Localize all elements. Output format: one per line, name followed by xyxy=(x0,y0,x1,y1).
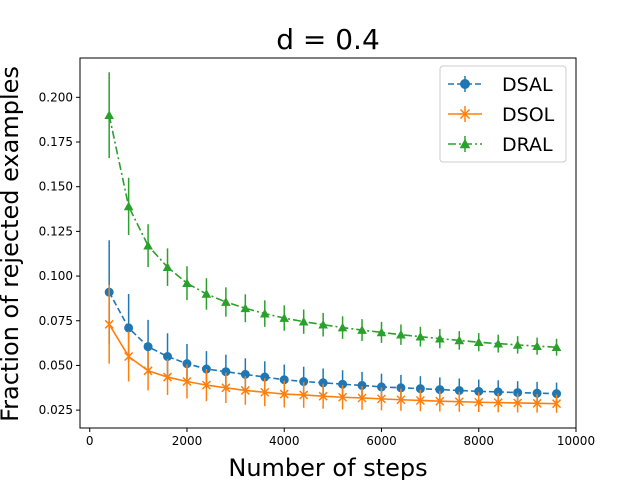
data-point xyxy=(318,319,328,329)
legend-label: DSOL xyxy=(502,104,555,126)
legend-entry-dsol: DSOL xyxy=(448,104,555,126)
series-line xyxy=(108,115,557,349)
data-point xyxy=(473,337,484,347)
y-tick-label: 0.100 xyxy=(39,269,73,283)
data-point xyxy=(338,392,348,402)
data-point xyxy=(435,396,445,406)
data-point xyxy=(240,303,251,313)
data-point xyxy=(143,240,153,250)
y-tick-label: 0.075 xyxy=(39,314,73,328)
series-line xyxy=(108,323,557,405)
data-point xyxy=(532,341,542,350)
data-point xyxy=(337,322,348,332)
data-point xyxy=(279,313,290,322)
axes: 0 2000 4000 6000 8000 10000 0.025 0.050 0.075 0.1… xyxy=(39,57,595,448)
data-point xyxy=(493,398,503,408)
plot-frame xyxy=(79,57,577,429)
data-point xyxy=(299,390,309,400)
y-tick-label: 0.025 xyxy=(39,403,73,417)
data-point xyxy=(376,394,387,404)
data-point xyxy=(260,387,270,397)
data-point xyxy=(182,376,192,387)
data-point xyxy=(454,397,464,407)
data-point xyxy=(357,325,367,334)
data-point xyxy=(357,393,367,403)
y-tick-label: 0.050 xyxy=(39,358,73,372)
data-point xyxy=(376,327,387,337)
data-point xyxy=(221,297,231,306)
y-tick-label: 0.125 xyxy=(39,224,73,238)
data-point xyxy=(513,398,523,408)
y-tick-label: 0.150 xyxy=(39,180,73,194)
data-point xyxy=(454,335,465,345)
data-point xyxy=(298,316,309,326)
data-point xyxy=(474,397,484,407)
chart-title: d = 0.4 xyxy=(276,23,380,56)
data-point xyxy=(201,380,211,390)
data-point xyxy=(162,262,173,271)
data-point xyxy=(259,308,270,318)
data-point xyxy=(104,319,114,329)
series-dral xyxy=(104,72,562,356)
series-layer xyxy=(104,72,562,413)
legend-entry-dsal: DSAL xyxy=(448,74,553,96)
x-axis-label: Number of steps xyxy=(228,454,427,480)
legend-marker xyxy=(459,138,471,149)
legend-marker xyxy=(460,79,470,89)
legend-label: DRAL xyxy=(502,134,553,156)
data-point xyxy=(123,201,134,211)
x-tick-label: 2000 xyxy=(172,434,203,448)
legend-box xyxy=(439,65,567,163)
data-point xyxy=(240,385,250,395)
legend-label: DSAL xyxy=(502,74,553,96)
x-tick-label: 6000 xyxy=(366,434,397,448)
data-point xyxy=(124,323,134,333)
data-point xyxy=(435,333,445,343)
x-tick-label: 10000 xyxy=(557,434,595,448)
x-tick-label: 0 xyxy=(86,434,94,448)
data-point xyxy=(512,340,523,349)
data-point xyxy=(143,366,153,376)
data-point xyxy=(552,399,562,409)
data-point xyxy=(124,351,134,362)
data-point xyxy=(318,391,328,401)
data-point xyxy=(493,338,503,348)
data-point xyxy=(104,110,114,120)
y-tick-label: 0.200 xyxy=(39,90,73,104)
y-tick-label: 0.175 xyxy=(39,135,73,149)
data-point xyxy=(279,389,289,399)
data-point xyxy=(551,342,562,352)
x-tick-label: 4000 xyxy=(269,434,300,448)
data-point xyxy=(182,278,192,288)
data-point xyxy=(143,342,153,352)
data-point xyxy=(396,329,406,339)
series-dsol xyxy=(104,285,562,413)
y-axis-label: Fraction of rejected examples xyxy=(0,66,24,422)
legend-marker xyxy=(459,108,471,120)
data-point xyxy=(415,395,425,406)
legend-entry-dral: DRAL xyxy=(448,134,553,156)
data-point xyxy=(532,398,542,408)
data-point xyxy=(396,395,406,405)
data-point xyxy=(221,383,231,393)
data-point xyxy=(415,331,426,341)
data-point xyxy=(162,372,173,382)
legend: DSAL DSOL DRAL xyxy=(439,65,567,163)
data-point xyxy=(201,289,212,298)
x-tick-label: 8000 xyxy=(463,434,494,448)
